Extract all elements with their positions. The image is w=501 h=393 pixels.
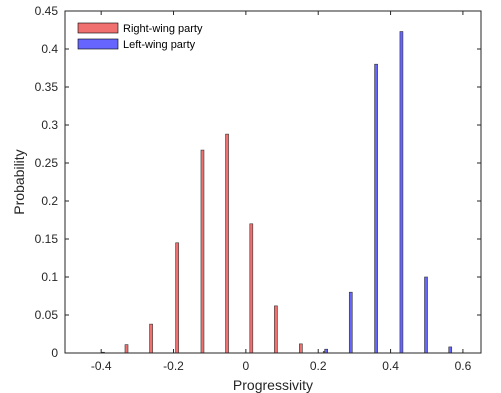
x-tick-label-3: 0.2 (310, 359, 327, 373)
bar-left-wing-3 (399, 31, 404, 354)
y-tick-label-7: 0.35 (35, 80, 59, 94)
bar-left-wing-5 (448, 346, 453, 354)
x-tick-label-1: -0.2 (163, 359, 184, 373)
y-tick-label-5: 0.25 (35, 156, 59, 170)
ticks-layer: -0.4 -0.2 0 0.2 0.4 0.6 0 0.05 0.1 0.15 0.2 0.25 0.3… (35, 4, 481, 373)
bar-right-wing-3 (175, 242, 179, 354)
x-tick-label-5: 0.6 (455, 359, 472, 373)
y-tick-label-6: 0.3 (41, 118, 58, 132)
y-tick-label-0: 0 (51, 346, 58, 360)
bars-layer (101, 31, 453, 354)
legend-label-left-wing: Left-wing party (123, 39, 196, 51)
x-axis-label: Progressivity (233, 377, 313, 393)
bar-left-wing-0 (324, 348, 328, 354)
y-tick-label-1: 0.05 (35, 308, 59, 322)
y-tick-label-4: 0.2 (41, 194, 58, 208)
y-tick-label-2: 0.1 (41, 270, 58, 284)
y-axis-label: Probability (11, 149, 27, 214)
y-tick-label-8: 0.4 (41, 42, 58, 56)
x-tick-label-0: -0.4 (91, 359, 112, 373)
y-tick-label-3: 0.15 (35, 232, 59, 246)
legend-swatch-left-wing (77, 38, 119, 50)
x-tick-label-4: 0.4 (382, 359, 399, 373)
bar-left-wing-2 (374, 63, 378, 354)
legend: Right-wing party Left-wing party (71, 16, 211, 58)
x-tick-label-2: 0 (243, 359, 250, 373)
bar-right-wing-4 (200, 149, 205, 354)
bar-right-wing-5 (225, 133, 229, 354)
y-tick-label-9: 0.45 (35, 4, 59, 18)
bar-left-wing-4 (424, 276, 428, 354)
legend-swatch-right-wing (77, 22, 119, 34)
bar-right-wing-1 (124, 344, 129, 354)
bar-right-wing-8 (299, 343, 303, 354)
bar-right-wing-6 (249, 223, 254, 354)
legend-label-right-wing: Right-wing party (123, 23, 203, 35)
bar-right-wing-2 (149, 323, 153, 354)
bar-right-wing-7 (274, 305, 278, 354)
bar-left-wing-1 (348, 291, 353, 354)
axes-box (64, 10, 482, 354)
